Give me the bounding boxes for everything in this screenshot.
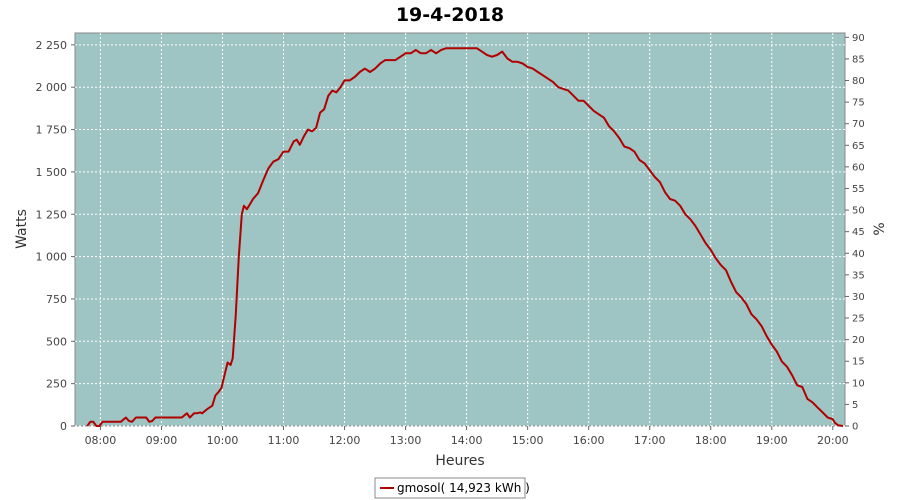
- y-tick-label: 0: [60, 420, 67, 433]
- y2-tick-label: 70: [852, 119, 865, 130]
- y2-tick-label: 5: [852, 400, 858, 411]
- secondary-y-axis-label: %: [872, 222, 888, 235]
- y2-tick-label: 50: [852, 206, 865, 217]
- x-tick-label: 14:00: [451, 434, 483, 447]
- y2-tick-label: 75: [852, 98, 865, 109]
- y-tick-label: 2 000: [36, 81, 68, 94]
- y2-tick-label: 25: [852, 314, 865, 325]
- plot-area: [74, 32, 846, 427]
- x-axis-ticks: 08:00 09:00 10:00 11:00 12:00 13:00 14:00 15:00…: [85, 426, 849, 447]
- y-tick-label: 1 750: [36, 124, 68, 137]
- legend: gmosol( 14,923 kWh ): [374, 477, 530, 499]
- x-tick-label: 11:00: [268, 434, 300, 447]
- x-tick-label: 08:00: [85, 434, 117, 447]
- y-axis-ticks: 0 250 500 750 1 000 1 250 1 500 1 750 2 000 2 250: [36, 39, 75, 433]
- x-axis-label: Heures: [435, 453, 484, 469]
- legend-label: gmosol( 14,923 kWh ): [397, 481, 530, 495]
- y2-tick-label: 40: [852, 249, 865, 260]
- y-tick-label: 500: [46, 335, 67, 348]
- x-tick-label: 15:00: [512, 434, 544, 447]
- y2-tick-label: 35: [852, 270, 865, 281]
- x-tick-label: 16:00: [573, 434, 605, 447]
- y2-tick-label: 60: [852, 162, 865, 173]
- y2-tick-label: 45: [852, 227, 865, 238]
- x-tick-label: 12:00: [329, 434, 361, 447]
- y-tick-label: 250: [46, 378, 67, 391]
- y2-tick-label: 0: [852, 422, 858, 433]
- x-tick-label: 10:00: [207, 434, 239, 447]
- y-axis-label: Watts: [14, 209, 30, 249]
- x-tick-label: 18:00: [695, 434, 727, 447]
- y2-tick-label: 85: [852, 54, 865, 65]
- y2-tick-label: 55: [852, 184, 865, 195]
- y2-tick-label: 30: [852, 292, 865, 303]
- y2-tick-label: 90: [852, 33, 865, 44]
- x-tick-label: 09:00: [146, 434, 178, 447]
- y-tick-label: 750: [46, 293, 67, 306]
- y2-tick-label: 15: [852, 357, 865, 368]
- y2-tick-label: 80: [852, 76, 865, 87]
- chart-title: 19-4-2018: [396, 4, 504, 26]
- y2-tick-label: 10: [852, 378, 865, 389]
- x-tick-label: 17:00: [634, 434, 666, 447]
- y-tick-label: 1 500: [36, 166, 68, 179]
- series-line: [86, 47, 844, 427]
- secondary-y-axis-ticks: 0 5 10 15 20 25 30 35 40 45 50 55 60 65 70 75 80 85 90: [845, 33, 865, 433]
- legend-box: [374, 477, 526, 499]
- y-tick-label: 2 250: [36, 39, 68, 52]
- series-lines: [86, 47, 844, 427]
- x-tick-label: 13:00: [390, 434, 422, 447]
- y2-tick-label: 65: [852, 141, 865, 152]
- y-tick-label: 1 000: [36, 251, 68, 264]
- y-tick-label: 1 250: [36, 208, 68, 221]
- x-tick-label: 20:00: [817, 434, 849, 447]
- x-tick-label: 19:00: [756, 434, 788, 447]
- y2-tick-label: 20: [852, 335, 865, 346]
- grid-lines: [75, 33, 845, 427]
